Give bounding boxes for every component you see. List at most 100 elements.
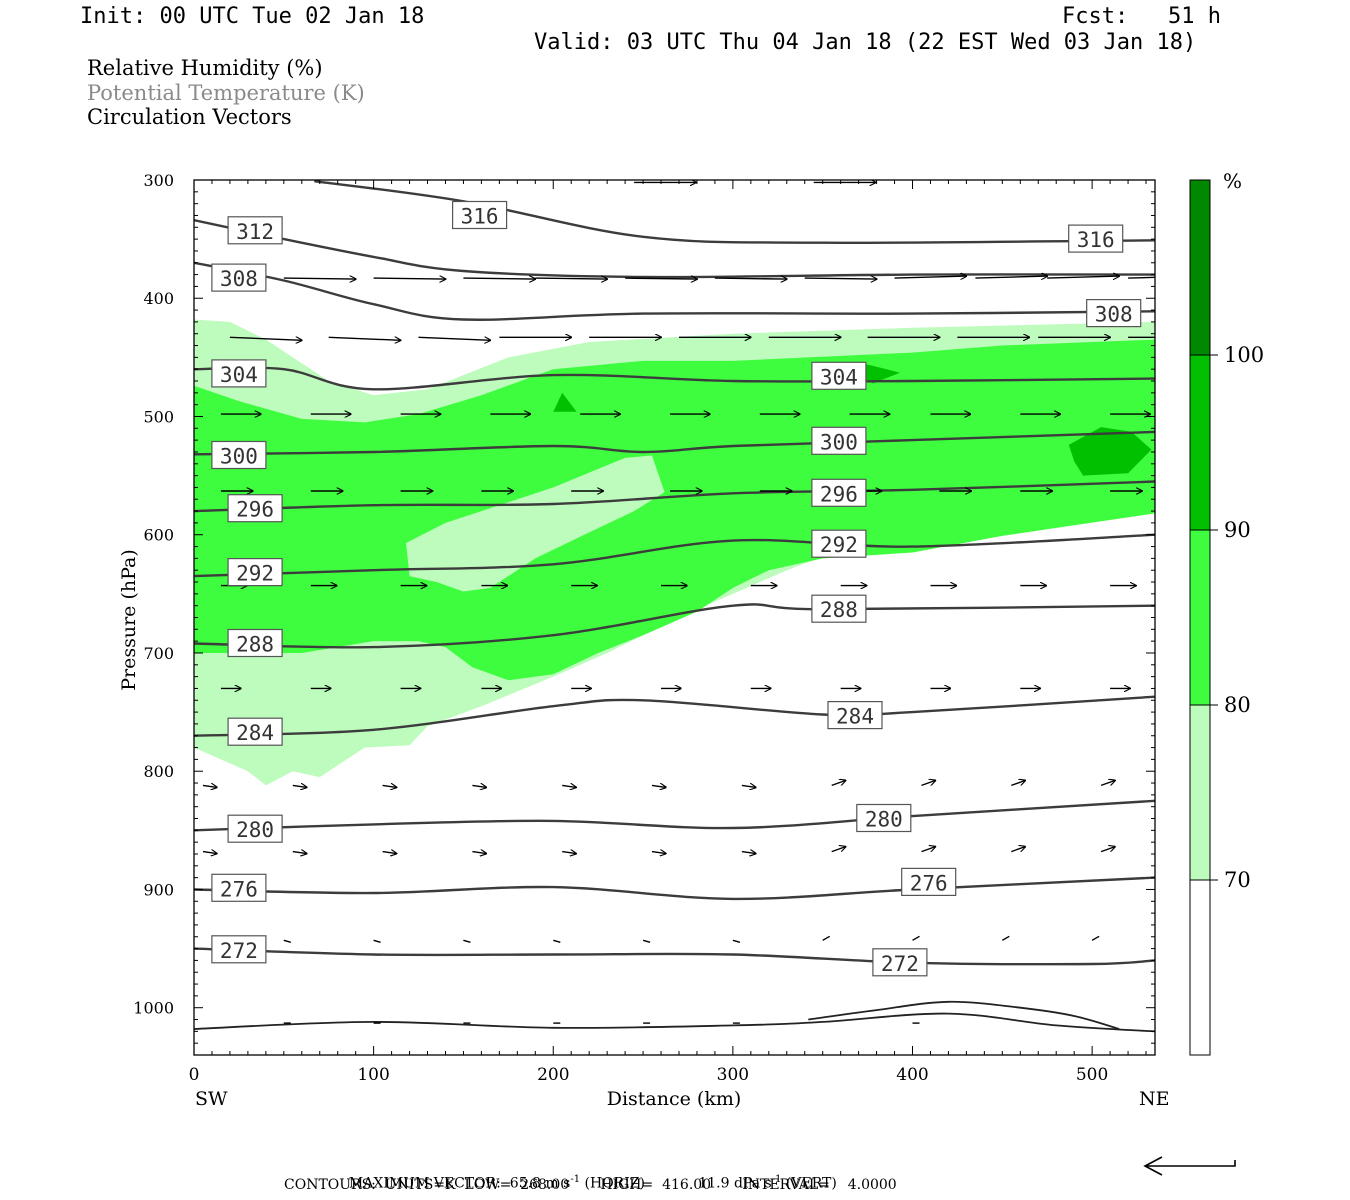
circulation-vector bbox=[283, 278, 356, 279]
theta-label-276: 276 bbox=[220, 877, 258, 901]
theta-label-layer: 316 316 312 308 308 304 304 300 300 296 296 292 292 2… bbox=[211, 200, 1142, 977]
theta-label-304: 304 bbox=[220, 363, 258, 387]
theta-contour-300 bbox=[194, 430, 1155, 456]
circulation-vector bbox=[1091, 935, 1100, 941]
circulation-vector bbox=[328, 337, 401, 340]
circulation-vector bbox=[418, 337, 491, 340]
theta-label-276: 276 bbox=[910, 871, 948, 895]
circulation-vector bbox=[463, 939, 471, 943]
theta-label-box-272 bbox=[211, 935, 267, 964]
theta-label-288: 288 bbox=[236, 633, 274, 657]
circulation-vector bbox=[975, 276, 1047, 278]
legend-circulation-vectors: Circulation Vectors bbox=[87, 105, 292, 129]
theta-contour-292 bbox=[194, 533, 1155, 578]
theta-label-box-284 bbox=[227, 717, 283, 746]
valid-time-text: Valid: 03 UTC Thu 04 Jan 18 (22 EST Wed … bbox=[534, 30, 1197, 55]
rh-region-80 bbox=[194, 339, 1155, 681]
x-left-end-label: SW bbox=[195, 1088, 228, 1110]
theta-contour-284 bbox=[194, 695, 1155, 737]
circulation-vector bbox=[373, 939, 381, 943]
circulation-vector bbox=[912, 935, 920, 941]
circulation-vector bbox=[382, 852, 397, 854]
theta-contour-288 bbox=[194, 603, 1155, 649]
circulation-vector bbox=[741, 785, 756, 787]
theta-label-box-304 bbox=[811, 361, 867, 390]
y-tick-label: 800 bbox=[143, 762, 174, 781]
circulation-vector bbox=[831, 847, 846, 853]
theta-label-280: 280 bbox=[236, 818, 274, 842]
circulation-vector bbox=[292, 852, 307, 854]
tick-layer: 300 400 500 600 700 800 900 1000 0 100 200 300 400 50… bbox=[133, 171, 1155, 1085]
colorbar-level-90: 90 bbox=[1224, 518, 1251, 542]
theta-label-288: 288 bbox=[820, 598, 858, 622]
colorbar-level-80: 80 bbox=[1224, 693, 1251, 717]
circulation-vector bbox=[822, 935, 831, 941]
theta-contour-280 bbox=[194, 799, 1155, 832]
y-tick-label: 400 bbox=[143, 289, 174, 308]
y-tick-label: 700 bbox=[143, 644, 174, 663]
theta-label-296: 296 bbox=[820, 482, 858, 506]
theta-label-300: 300 bbox=[820, 430, 858, 454]
theta-label-box-288 bbox=[227, 628, 283, 658]
colorbar-level-100: 100 bbox=[1224, 343, 1264, 367]
circulation-vector bbox=[562, 852, 576, 854]
theta-contour-308 bbox=[194, 261, 1155, 321]
rh-region-90 bbox=[553, 392, 577, 412]
theta-contour-304 bbox=[194, 366, 1155, 391]
y-tick-label: 500 bbox=[143, 408, 174, 427]
y-tick-label: 900 bbox=[143, 881, 174, 900]
colorbar-segment bbox=[1189, 704, 1211, 881]
max-vector-horiz-value: MAXIMUM VECTOR: 65.8 m s bbox=[348, 1175, 571, 1192]
y-tick-label: 300 bbox=[143, 171, 174, 190]
theta-label-box-296 bbox=[811, 478, 867, 507]
colorbar-level-70: 70 bbox=[1224, 868, 1251, 892]
x-right-end-label: NE bbox=[1139, 1088, 1170, 1110]
theta-label-box-300 bbox=[811, 426, 867, 455]
theta-contour-276 bbox=[194, 876, 1155, 901]
circulation-vector bbox=[921, 847, 936, 853]
x-tick-label: 400 bbox=[896, 1065, 928, 1085]
circulation-vector bbox=[472, 785, 486, 787]
colorbar-segment bbox=[1189, 879, 1211, 1056]
max-vector-text: MAXIMUM VECTOR: 65.8 m s-1 (HORIZ) 11.9 … bbox=[348, 1174, 837, 1192]
forecast-hour-text: Fcst: 51 h bbox=[1062, 4, 1221, 29]
x-tick-label: 500 bbox=[1076, 1065, 1108, 1085]
y-tick-label: 600 bbox=[143, 526, 174, 545]
circulation-vector bbox=[373, 278, 446, 279]
circulation-vector bbox=[1100, 780, 1115, 787]
rh-region-90 bbox=[1068, 427, 1152, 476]
x-tick-label: 100 bbox=[357, 1065, 389, 1085]
circulation-vector bbox=[292, 785, 307, 787]
theta-label-284: 284 bbox=[836, 705, 874, 729]
colorbar-unit: % bbox=[1223, 169, 1242, 193]
theta-label-box-280 bbox=[227, 814, 283, 843]
max-vector-vert-value: 11.9 dPa s bbox=[698, 1175, 772, 1192]
circulation-vector bbox=[202, 785, 217, 787]
theta-label-box-296 bbox=[227, 494, 283, 523]
theta-contour-312 bbox=[194, 219, 1155, 279]
circulation-vector bbox=[651, 785, 666, 787]
max-vector-vert-unit: (VERT) bbox=[785, 1175, 837, 1192]
theta-contour-296 bbox=[194, 480, 1155, 513]
circulation-vector bbox=[1001, 935, 1010, 941]
theta-label-box-308 bbox=[211, 263, 267, 292]
theta-label-box-316 bbox=[452, 200, 508, 230]
theta-contour-layer bbox=[194, 180, 1155, 1033]
theta-label-box-276 bbox=[211, 873, 267, 902]
circulation-vector bbox=[741, 852, 756, 854]
theta-contour-316 bbox=[314, 180, 1155, 244]
circulation-vector bbox=[1128, 276, 1155, 279]
circulation-vector bbox=[562, 785, 576, 787]
circulation-vector bbox=[463, 278, 535, 279]
theta-label-box-300 bbox=[211, 440, 267, 470]
theta-label-box-288 bbox=[811, 594, 867, 623]
reference-vector-arrow bbox=[1143, 1156, 1236, 1176]
contours-info-text: CONTOURS: UNITS=K LOW= 268.00 HIGH= 416.… bbox=[284, 1177, 897, 1193]
circulation-vector bbox=[202, 852, 217, 854]
legend-potential-temperature: Potential Temperature (K) bbox=[87, 81, 365, 105]
circulation-vector bbox=[732, 939, 741, 943]
circulation-vector bbox=[553, 939, 561, 943]
theta-label-280: 280 bbox=[865, 808, 903, 832]
circulation-vector bbox=[651, 852, 666, 854]
